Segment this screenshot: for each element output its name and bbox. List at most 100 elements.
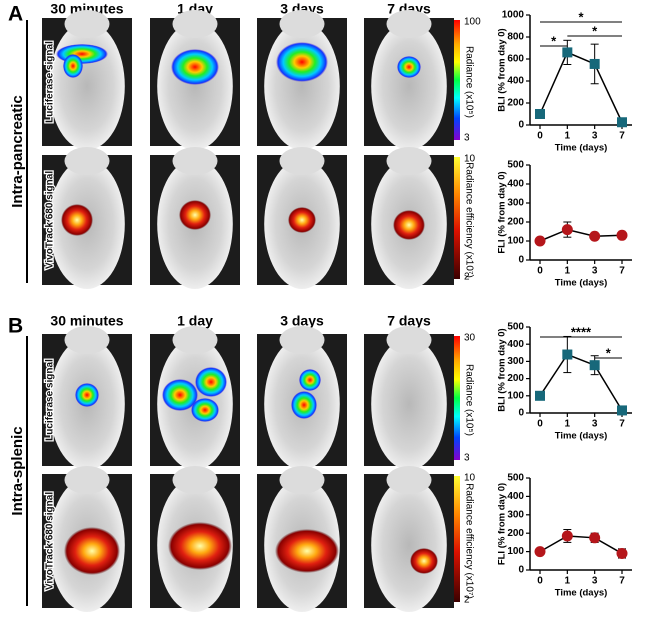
y-axis-label: FLI (% from day 0) (497, 483, 508, 565)
significance-label: * (592, 23, 598, 38)
mouse-head (64, 147, 110, 175)
mouse-head (279, 147, 325, 175)
mouse-body (371, 338, 447, 470)
x-tick-label: 3 (592, 419, 598, 430)
y-tick-label: 0 (518, 408, 524, 419)
scale-min: 3 (464, 133, 470, 144)
column-header: 3 days (280, 313, 324, 329)
x-tick-label: 0 (537, 131, 543, 142)
x-axis-label: Time (days) (555, 143, 608, 154)
x-axis-label: Time (days) (555, 278, 608, 289)
data-point (617, 405, 627, 416)
signal-blob (179, 200, 211, 230)
significance-label: * (551, 33, 557, 48)
series-line (539, 353, 623, 411)
y-tick-label: 300 (507, 356, 524, 367)
y-tick-label: 200 (507, 217, 524, 228)
mouse-head (279, 10, 325, 38)
row-label: VivoTrack 680 signal (45, 171, 56, 269)
signal-blob (276, 42, 328, 82)
y-tick-label: 100 (507, 390, 524, 401)
mouse-body (371, 478, 447, 612)
mouse-head (172, 466, 218, 494)
y-axis-label: BLI (% from day 0) (497, 328, 508, 411)
data-point (589, 532, 601, 544)
signal-blob (397, 56, 421, 78)
scale-min: 2 (464, 272, 470, 283)
y-tick-label: 600 (507, 54, 524, 65)
mouse-head (64, 466, 110, 494)
y-tick-label: 100 (507, 546, 524, 557)
signal-blob (63, 54, 83, 78)
mouse-head (172, 326, 218, 354)
signal-blob (288, 207, 316, 233)
y-tick-label: 200 (507, 373, 524, 384)
x-tick-label: 7 (619, 576, 625, 587)
data-point (535, 390, 545, 401)
signal-blob (393, 210, 425, 240)
scale-max: 100 (464, 17, 481, 28)
y-tick-label: 0 (518, 565, 524, 576)
signal-blob (64, 527, 120, 575)
data-point (561, 224, 573, 236)
scale-max: 30 (464, 333, 476, 344)
y-tick-label: 500 (507, 473, 524, 484)
x-tick-label: 7 (619, 131, 625, 142)
group-label: Intra-pancreatic (9, 95, 26, 208)
y-axis-label: BLI (% from day 0) (497, 28, 508, 111)
x-tick-label: 1 (565, 131, 571, 142)
signal-blob (275, 529, 339, 573)
y-tick-label: 500 (507, 160, 524, 171)
scale-label: Radiance efficiency (x10⁷) (463, 483, 474, 599)
color-scale (454, 157, 460, 279)
scale-max: 10 (464, 154, 476, 165)
significance-label: **** (571, 324, 592, 339)
x-axis-label: Time (days) (555, 588, 608, 599)
mouse-head (386, 10, 432, 38)
mouse-head (279, 466, 325, 494)
mouse-head (64, 326, 110, 354)
mouse-head (386, 147, 432, 175)
column-header: 30 minutes (50, 313, 123, 329)
data-point (534, 546, 546, 558)
signal-blob (162, 379, 198, 411)
signal-blob (195, 367, 227, 397)
mouse-head (386, 326, 432, 354)
y-tick-label: 400 (507, 339, 524, 350)
x-tick-label: 7 (619, 419, 625, 430)
mouse-body (49, 22, 125, 150)
data-point (562, 349, 573, 360)
data-point (617, 117, 627, 128)
data-point (589, 58, 600, 69)
signal-blob (191, 398, 219, 422)
color-scale (454, 476, 460, 602)
significance-label: * (578, 9, 584, 24)
x-tick-label: 1 (565, 576, 571, 587)
mouse-head (279, 326, 325, 354)
significance-label: * (606, 345, 612, 360)
y-tick-label: 1000 (502, 10, 525, 21)
color-scale (454, 336, 460, 460)
y-tick-label: 200 (507, 98, 524, 109)
y-tick-label: 500 (507, 322, 524, 333)
scale-min: 2 (464, 595, 470, 606)
column-header: 7 days (387, 313, 431, 329)
y-tick-label: 200 (507, 528, 524, 539)
series-line (539, 535, 623, 555)
data-point (534, 235, 546, 247)
y-tick-label: 0 (518, 255, 524, 266)
panel-letter: B (8, 315, 23, 338)
data-point (561, 530, 573, 542)
color-scale (454, 20, 460, 140)
column-header: 1 day (177, 313, 213, 329)
column-header: 30 minutes (50, 1, 123, 17)
scale-max: 10 (464, 473, 476, 484)
y-tick-label: 0 (518, 120, 524, 131)
row-label: VivoTrack 680 signal (45, 492, 56, 590)
data-point (616, 229, 628, 241)
y-tick-label: 400 (507, 179, 524, 190)
data-point (589, 360, 600, 371)
scale-label: Radiance (x10⁵) (463, 46, 474, 118)
data-point (562, 47, 573, 58)
